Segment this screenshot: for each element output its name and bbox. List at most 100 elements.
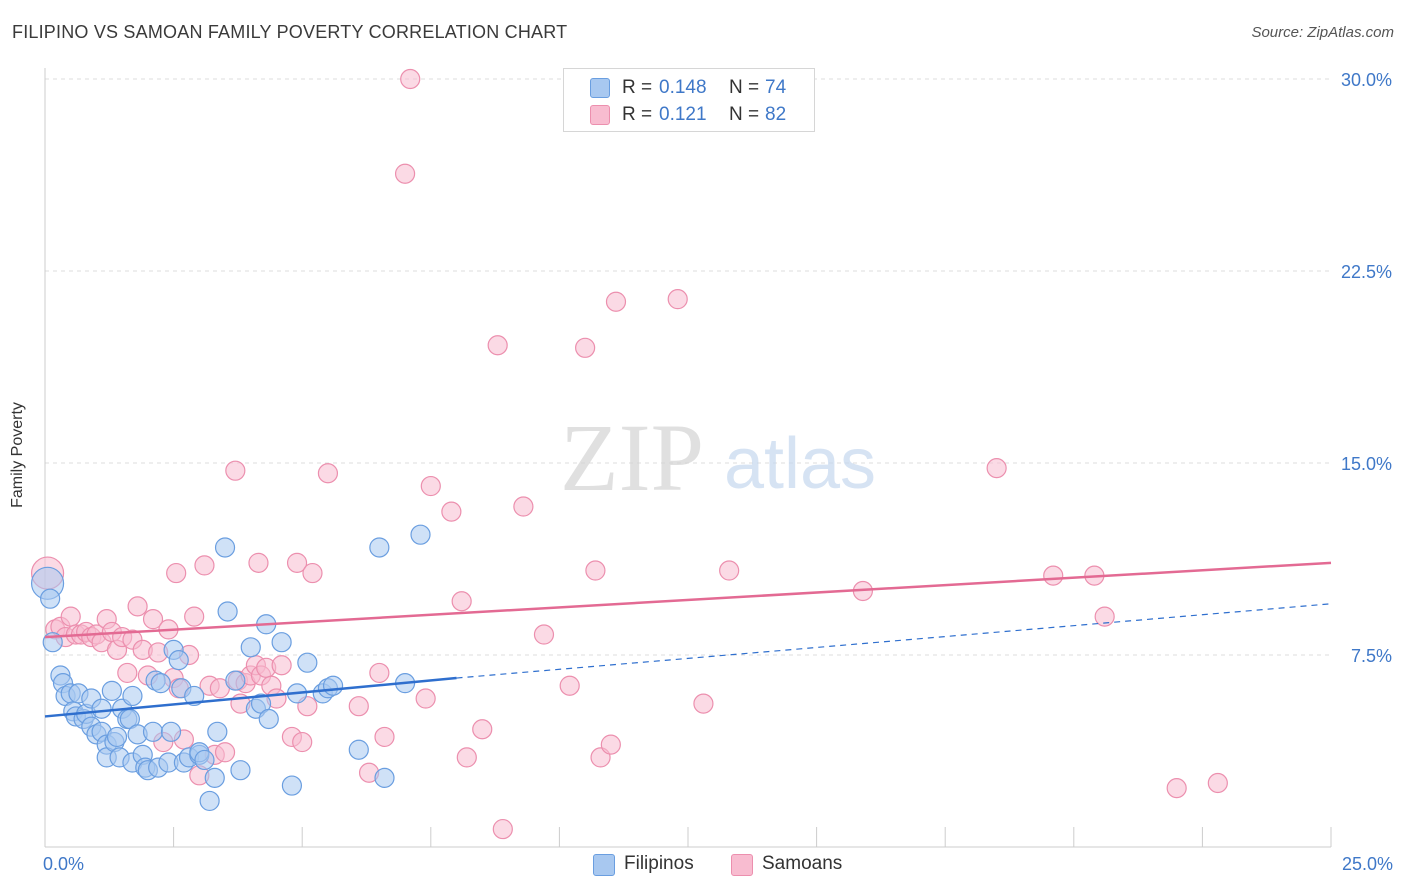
tick-labels: 7.5% 15.0% 22.5% 30.0% 0.0% 25.0%: [43, 70, 1393, 874]
samoan-point: [420, 475, 441, 497]
filipino-point: [240, 637, 261, 658]
legend-swatch-samoans: [731, 854, 753, 876]
samoan-point: [271, 655, 292, 676]
watermark-zip: ZIP: [560, 404, 704, 511]
samoan-point: [400, 68, 421, 90]
samoan-point: [184, 606, 205, 627]
samoan-point: [719, 560, 740, 581]
legend-row-samoans: R = 0.121 N = 82: [564, 102, 814, 128]
filipino-point: [150, 673, 171, 694]
samoan-point: [248, 552, 269, 573]
y-tick-label: 7.5%: [1351, 646, 1392, 666]
samoan-point: [127, 596, 148, 617]
r-label: R =: [622, 77, 653, 98]
filipino-point: [207, 721, 228, 742]
samoans-trend-line: [44, 561, 1332, 639]
filipino-point: [40, 588, 61, 609]
samoan-point: [487, 335, 508, 356]
samoan-point: [1043, 565, 1064, 586]
filipino-point: [281, 775, 303, 796]
samoan-point: [60, 606, 81, 627]
filipino-point: [184, 685, 205, 707]
filipino-point: [160, 721, 182, 742]
r-value: 0.121: [659, 104, 707, 125]
samoan-point: [394, 163, 416, 184]
filipino-point: [217, 601, 238, 622]
samoan-point: [585, 560, 606, 581]
x-tick-label: 0.0%: [43, 854, 84, 874]
samoan-point: [317, 463, 339, 484]
legend-swatch-samoans: [590, 105, 610, 125]
samoan-point: [667, 289, 688, 310]
filipinos-points: [30, 524, 431, 812]
filipino-point: [204, 767, 225, 788]
y-tick-label: 30.0%: [1341, 70, 1392, 90]
legend-swatch-filipinos: [590, 78, 610, 98]
samoan-point: [117, 662, 138, 684]
samoan-point: [441, 501, 462, 522]
samoan-point: [986, 458, 1007, 479]
n-label: N =: [729, 104, 760, 125]
samoan-point: [693, 693, 714, 714]
x-tick-label: 25.0%: [1342, 854, 1393, 874]
r-value: 0.148: [659, 77, 707, 98]
filipino-point: [410, 524, 431, 545]
samoan-point: [451, 591, 472, 612]
filipino-point: [369, 537, 390, 558]
n-value: 74: [765, 77, 787, 98]
samoan-point: [575, 337, 596, 358]
filipino-point: [230, 760, 251, 781]
samoan-point: [533, 624, 555, 645]
source-credit: Source: ZipAtlas.com: [1251, 24, 1394, 41]
legend-label-filipinos: Filipinos: [624, 853, 694, 874]
samoan-point: [559, 675, 580, 696]
samoan-point: [513, 496, 534, 517]
y-tick-label: 22.5%: [1341, 262, 1392, 282]
samoan-point: [472, 719, 493, 740]
samoan-point: [605, 291, 627, 312]
samoan-point: [286, 552, 308, 573]
samoan-point: [374, 726, 395, 748]
samoan-point: [166, 562, 187, 584]
samoan-point: [415, 688, 436, 709]
legend-label-samoans: Samoans: [762, 853, 843, 874]
r-label: R =: [622, 104, 653, 125]
chart-title: FILIPINO VS SAMOAN FAMILY POVERTY CORREL…: [12, 22, 568, 42]
filipino-point: [168, 650, 189, 671]
filipino-point: [199, 790, 220, 812]
samoan-point: [600, 734, 621, 755]
samoan-point: [456, 747, 477, 768]
samoan-point: [1166, 778, 1187, 799]
samoan-point: [1207, 772, 1228, 794]
filipino-point: [101, 680, 122, 701]
samoan-point: [225, 460, 246, 481]
watermark-atlas: atlas: [724, 424, 876, 504]
filipino-point: [271, 632, 292, 653]
filipino-point: [106, 726, 128, 748]
series-legend: Filipinos Samoans: [0, 852, 1406, 878]
samoan-point: [369, 662, 390, 684]
filipino-point: [194, 749, 215, 771]
filipino-point: [322, 675, 344, 696]
filipino-point: [142, 721, 164, 742]
axes: [44, 68, 1332, 848]
filipinos-trend-line: [44, 676, 457, 718]
n-value: 82: [765, 104, 787, 125]
filipino-point: [297, 652, 318, 673]
samoan-point: [142, 609, 164, 630]
filipino-point: [214, 537, 236, 558]
samoan-point: [1094, 606, 1115, 627]
samoan-point: [302, 562, 323, 584]
filipinos-trend-extension: [456, 603, 1332, 679]
trend-lines: [44, 561, 1332, 718]
legend-row-filipinos: R = 0.148 N = 74: [564, 75, 814, 101]
y-tick-label: 15.0%: [1341, 454, 1392, 474]
legend-swatch-filipinos: [593, 854, 615, 876]
samoan-point: [348, 696, 369, 717]
samoan-point: [214, 742, 236, 763]
correlation-legend: R = 0.148 N = 74 R = 0.121 N = 82: [563, 68, 815, 132]
filipino-point: [258, 708, 279, 730]
samoan-point: [492, 818, 513, 840]
n-label: N =: [729, 77, 760, 98]
